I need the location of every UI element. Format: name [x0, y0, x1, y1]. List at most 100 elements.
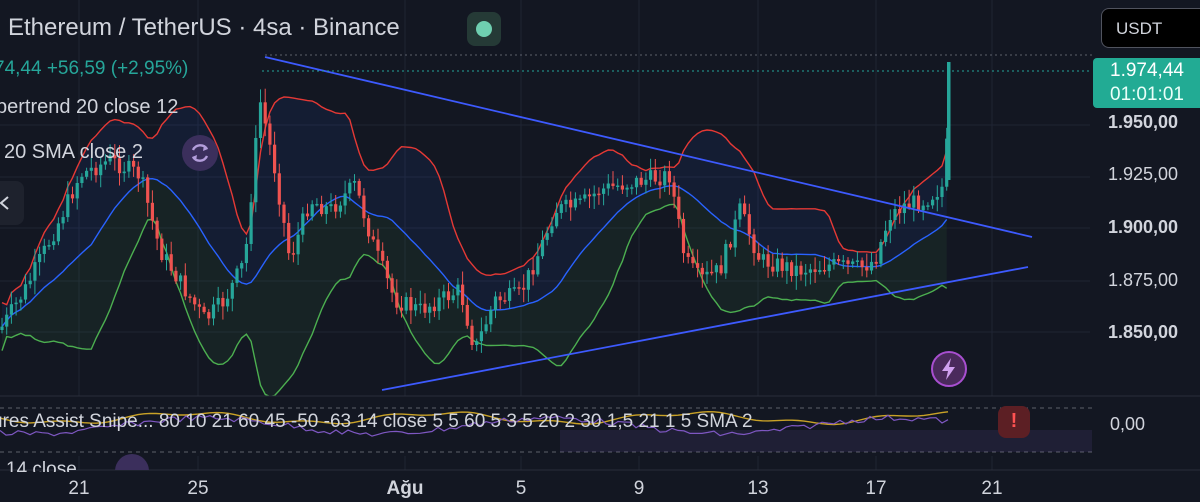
candle-body — [573, 198, 577, 208]
candle-body — [258, 102, 263, 138]
candle-body — [277, 173, 281, 205]
candle-body — [385, 260, 389, 279]
live-status-dot[interactable] — [467, 12, 501, 46]
candle-body — [263, 102, 267, 124]
refresh-cycle-icon[interactable] — [182, 135, 218, 171]
candle-body — [160, 238, 164, 261]
candle-body — [907, 203, 911, 208]
candle-body — [696, 263, 700, 268]
candle-body — [136, 166, 140, 179]
candle-body — [869, 261, 874, 271]
candle-body — [479, 331, 483, 342]
y-axis-label: 1.900,00 — [1108, 217, 1179, 237]
candlestick-series — [0, 62, 951, 353]
candle-body — [418, 303, 422, 306]
candle-body — [409, 297, 413, 311]
candle-body — [625, 187, 629, 190]
candle-body — [522, 287, 526, 290]
bar-countdown: 01:01:01 — [1110, 84, 1184, 105]
candle-body — [475, 341, 479, 345]
chevron-left-icon[interactable] — [0, 181, 24, 225]
candle-body — [66, 194, 70, 218]
candle-body — [531, 270, 535, 275]
currency-select-button[interactable]: USDT — [1101, 8, 1200, 48]
candle-body — [865, 267, 869, 271]
candle-body — [390, 278, 394, 293]
candle-body — [99, 164, 103, 176]
candle-body — [822, 270, 827, 272]
middle-band-line — [1, 177, 948, 328]
candle-body — [738, 203, 742, 220]
candle-body — [940, 186, 944, 197]
candle-body — [338, 205, 342, 212]
second-oscillator-icon[interactable] — [115, 452, 149, 470]
candle-body — [108, 155, 112, 162]
candle-body — [653, 170, 657, 182]
x-axis-label: 21 — [981, 478, 1003, 499]
candle-body — [728, 243, 733, 248]
candle-body — [150, 202, 154, 221]
candle-body — [461, 284, 465, 305]
candle-body — [597, 193, 601, 196]
y-axis-label: 1.850,00 — [1108, 322, 1179, 342]
candle-body — [197, 304, 201, 307]
x-axis-label: 17 — [865, 478, 887, 499]
candle-body — [761, 254, 765, 260]
x-axis-label: Ağu — [386, 478, 424, 499]
candle-body — [517, 287, 521, 289]
candle-body — [564, 199, 568, 205]
supertrend-indicator-label[interactable]: pertrend 20 close 12 — [0, 96, 179, 118]
candle-body — [855, 260, 859, 262]
candle-body — [536, 256, 540, 275]
candle-body — [155, 220, 159, 239]
candle-body — [287, 222, 291, 254]
candle-body — [352, 181, 357, 183]
exclamation-icon[interactable]: ! — [998, 406, 1030, 438]
candle-body — [898, 209, 902, 214]
candle-body — [28, 280, 32, 285]
candle-body — [837, 259, 841, 262]
candle-body — [935, 196, 939, 200]
candle-body — [146, 177, 150, 203]
candle-body — [183, 275, 187, 297]
candle-body — [592, 193, 596, 197]
candle-body — [207, 312, 211, 319]
candle-body — [846, 260, 850, 264]
candle-body — [9, 304, 13, 315]
candle-body — [672, 182, 676, 197]
candle-body — [381, 250, 385, 261]
oscillator-signal-line — [0, 414, 949, 437]
candle-body — [691, 256, 695, 264]
candle-body — [583, 194, 587, 199]
candle-body — [545, 233, 549, 240]
candle-body — [484, 324, 488, 332]
candle-body — [42, 245, 46, 254]
bollinger-indicator-label[interactable]: 20 SMA close 2 — [4, 141, 143, 163]
lower-trendline[interactable] — [381, 266, 1029, 391]
candle-body — [348, 182, 352, 194]
candle-body — [813, 269, 817, 272]
candle-body — [644, 179, 648, 185]
candle-body — [931, 199, 935, 206]
candle-body — [428, 306, 432, 313]
candle-body — [85, 170, 89, 177]
symbol-title[interactable]: Ethereum / TetherUS · 4sa · Binance — [8, 14, 400, 41]
x-axis-label: 21 — [68, 478, 90, 499]
y-axis-label: 1.950,00 — [1108, 112, 1179, 132]
candle-body — [414, 304, 418, 311]
candle-body — [188, 296, 192, 298]
candle-body — [658, 181, 662, 186]
candle-body — [559, 204, 563, 213]
candle-body — [808, 269, 812, 273]
candle-body — [211, 304, 216, 319]
candle-body — [113, 155, 117, 159]
upper-trendline[interactable] — [264, 56, 1033, 238]
candle-body — [0, 326, 4, 330]
lower-band-line — [1, 203, 948, 398]
candle-body — [470, 325, 474, 345]
lightning-bolt-icon[interactable] — [931, 351, 967, 387]
oscillator-indicator-label[interactable]: ures Assist Snipe... 80 10 21 60 45 -50 … — [0, 411, 753, 432]
candle-body — [33, 262, 37, 281]
candle-body — [677, 196, 681, 219]
